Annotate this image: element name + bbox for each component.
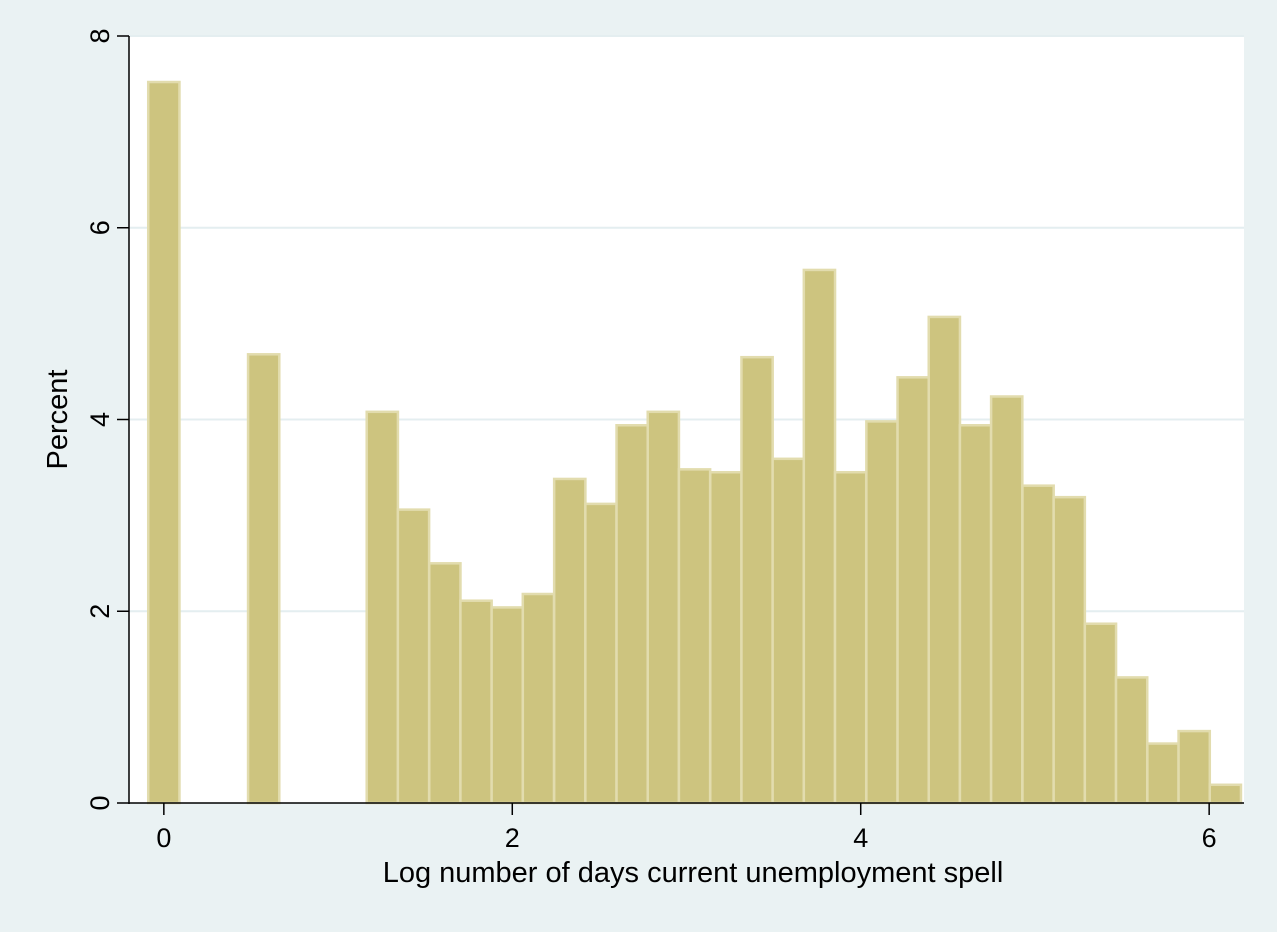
y-tick-label: 6 [85, 220, 115, 235]
histogram-bar [1146, 742, 1180, 805]
x-tick-label: 0 [156, 823, 171, 853]
histogram-bar [521, 592, 556, 805]
histogram-bar [865, 420, 899, 805]
histogram-bar [1083, 622, 1118, 805]
histogram-bar [709, 470, 743, 805]
histogram-bar [615, 424, 650, 805]
histogram-bar [584, 502, 618, 805]
x-tick-label: 6 [1202, 823, 1217, 853]
histogram-bar [427, 562, 462, 805]
histogram-bar [1021, 484, 1055, 805]
histogram-bar [927, 315, 962, 805]
x-tick-label: 4 [853, 823, 868, 853]
histogram-bar [246, 353, 281, 805]
histogram-bar [896, 376, 931, 805]
histogram-bar [1052, 495, 1087, 805]
x-tick-label: 2 [505, 823, 520, 853]
histogram-bar [646, 410, 681, 805]
histogram-bar [459, 599, 493, 805]
y-axis-title: Percent [42, 370, 74, 470]
bars [146, 80, 1243, 805]
histogram-bar [740, 355, 774, 805]
y-tick-label: 8 [85, 28, 115, 43]
histogram-bar [146, 80, 181, 805]
histogram-bar [490, 606, 525, 805]
histogram-bar [552, 477, 587, 805]
x-axis-title: Log number of days current unemployment … [383, 857, 1004, 889]
histogram-bar [677, 468, 712, 805]
histogram-bar [396, 508, 431, 805]
histogram-bar [1208, 783, 1243, 805]
histogram-bar [833, 470, 868, 805]
histogram-bar [1114, 676, 1149, 805]
histogram-bar [958, 424, 993, 805]
y-tick-label: 0 [85, 795, 115, 810]
histogram-bar [771, 457, 806, 805]
histogram-bar [1177, 729, 1212, 805]
histogram-bar [365, 410, 400, 805]
y-tick-label: 4 [85, 412, 115, 427]
histogram-bar [989, 395, 1024, 805]
axes: 0 2 4 6 0 2 4 6 8 [85, 28, 1244, 853]
histogram-bar [802, 268, 837, 805]
y-tick-label: 2 [85, 604, 115, 619]
